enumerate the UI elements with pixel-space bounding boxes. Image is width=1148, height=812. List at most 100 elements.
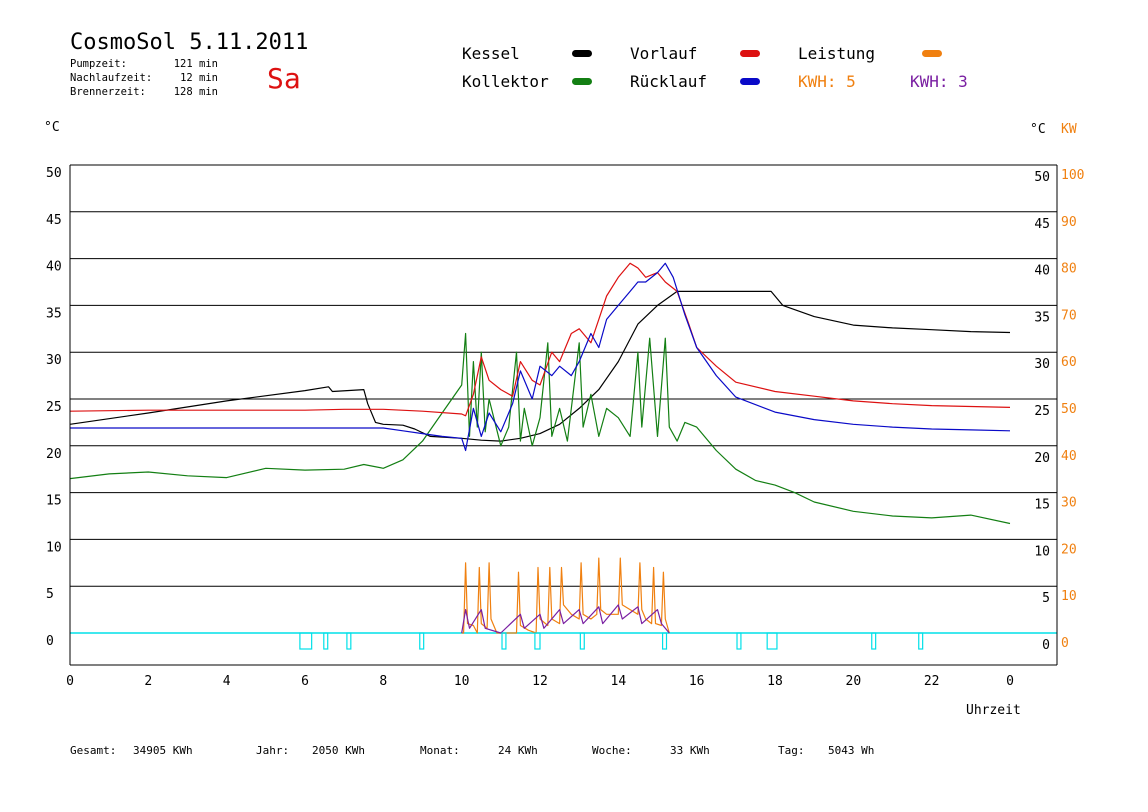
right-axis-unit-c: °C — [1030, 122, 1046, 137]
y2-tick-label: 80 — [1061, 262, 1077, 277]
legend-kwh-total: KWH: 5 — [798, 72, 856, 91]
x-tick-label: 4 — [223, 674, 231, 689]
y-tick-label: 35 — [46, 306, 62, 321]
pump-marker — [534, 632, 541, 650]
legend-kessel-swatch — [572, 50, 592, 57]
footer-monat-value: 24 KWh — [498, 744, 538, 757]
y-tick-label: 10 — [46, 540, 62, 555]
y2-tick-label: 100 — [1061, 168, 1084, 183]
footer-gesamt-value: 34905 KWh — [133, 744, 193, 757]
legend-kessel: Kessel — [462, 44, 520, 63]
series-line-r-cklauf — [70, 262, 1011, 452]
y-right-tick-label: 25 — [1034, 404, 1050, 419]
y-axis-left: 0 5 10 15 20 25 30 35 40 45 50 — [46, 166, 62, 649]
series-line-leistung — [461, 557, 670, 634]
legend-kollektor: Kollektor — [462, 72, 549, 91]
footer-tag-label: Tag: — [778, 744, 805, 757]
series-line-kollektor — [69, 332, 1011, 525]
pump-marker — [323, 632, 329, 650]
brennerzeit-label: Brennerzeit: — [70, 86, 146, 98]
grid-lines — [70, 164, 1057, 634]
footer-tag-value: 5043 Wh — [828, 744, 875, 757]
y-tick-label: 5 — [46, 587, 54, 602]
pump-marker — [299, 632, 313, 650]
legend-leistung-swatch — [922, 50, 942, 57]
y-right-tick-label: 15 — [1034, 498, 1050, 513]
x-tick-label: 20 — [846, 674, 862, 689]
footer-jahr-label: Jahr: — [256, 744, 290, 757]
x-tick-label: 6 — [301, 674, 309, 689]
y-tick-label: 25 — [46, 400, 62, 415]
footer-jahr-value: 2050 KWh — [312, 744, 365, 757]
y-tick-label: 30 — [46, 353, 62, 368]
y2-tick-label: 0 — [1061, 636, 1069, 651]
y-right-tick-label: 20 — [1034, 451, 1050, 466]
x-tick-label: 22 — [924, 674, 940, 689]
right-axis-unit-kw: KW — [1061, 122, 1077, 137]
y-right-tick-label: 35 — [1034, 310, 1050, 325]
y-right-tick-label: 10 — [1034, 544, 1050, 559]
footer-gesamt-label: Gesamt: — [70, 744, 117, 757]
x-tick-label: 10 — [454, 674, 470, 689]
chart-title: CosmoSol 5.11.2011 — [70, 30, 309, 55]
pump-marker — [736, 632, 742, 650]
y-right-tick-label: 5 — [1042, 591, 1050, 606]
x-tick-label: 0 — [1006, 674, 1014, 689]
pump-marker — [871, 632, 877, 650]
y2-tick-label: 70 — [1061, 308, 1077, 323]
pump-markers — [299, 632, 924, 650]
y-right-tick-label: 45 — [1034, 217, 1050, 232]
legend-vorlauf-swatch — [740, 50, 760, 57]
y-axis-right-celsius: 0 5 10 15 20 25 30 35 40 45 50 — [1034, 170, 1050, 653]
pumpzeit-label: Pumpzeit: — [70, 58, 127, 70]
x-tick-label: 18 — [767, 674, 783, 689]
legend-ruecklauf: Rücklauf — [630, 72, 708, 91]
legend-ruecklauf-swatch — [740, 78, 760, 85]
legend-vorlauf: Vorlauf — [630, 44, 698, 63]
y-tick-label: 40 — [46, 260, 62, 275]
x-axis-title: Uhrzeit — [966, 703, 1021, 718]
y-tick-label: 45 — [46, 213, 62, 228]
pump-marker — [918, 632, 924, 650]
series-group — [69, 262, 1011, 634]
pump-marker — [579, 632, 585, 650]
y-tick-label: 20 — [46, 447, 62, 462]
pumpzeit-value: 121 min — [173, 58, 218, 70]
weekday-label: Sa — [267, 62, 301, 95]
left-axis-unit: °C — [44, 120, 60, 135]
y2-tick-label: 10 — [1061, 589, 1077, 604]
footer-woche-value: 33 KWh — [670, 744, 710, 757]
y-axis-right-kw: 0 10 20 30 40 50 60 70 80 90 100 — [1061, 168, 1084, 651]
legend-leistung: Leistung — [798, 44, 876, 63]
x-axis: 0 2 4 6 8 10 12 14 16 18 20 22 0 — [66, 674, 1014, 689]
y-tick-label: 0 — [46, 634, 54, 649]
y-right-tick-label: 0 — [1042, 638, 1050, 653]
series-line-vorlauf — [69, 262, 1011, 417]
y2-tick-label: 30 — [1061, 496, 1077, 511]
brennerzeit-value: 128 min — [173, 86, 218, 98]
pump-marker — [419, 632, 425, 650]
y2-tick-label: 50 — [1061, 402, 1077, 417]
y-tick-label: 50 — [46, 166, 62, 181]
x-tick-label: 12 — [532, 674, 548, 689]
y2-tick-label: 20 — [1061, 542, 1077, 557]
pump-marker — [661, 632, 668, 650]
y2-tick-label: 40 — [1061, 449, 1077, 464]
series-line-kessel — [69, 290, 1011, 442]
nachlaufzeit-label: Nachlaufzeit: — [70, 72, 153, 84]
x-tick-label: 16 — [689, 674, 705, 689]
pump-marker — [766, 632, 778, 650]
footer-monat-label: Monat: — [420, 744, 460, 757]
y-right-tick-label: 30 — [1034, 357, 1050, 372]
pump-marker — [346, 632, 352, 650]
footer-woche-label: Woche: — [592, 744, 632, 757]
pump-marker — [501, 632, 507, 650]
y-right-tick-label: 50 — [1034, 170, 1050, 185]
x-tick-label: 8 — [379, 674, 387, 689]
x-tick-label: 0 — [66, 674, 74, 689]
y2-tick-label: 60 — [1061, 355, 1077, 370]
series-line-kwh-3 — [461, 604, 670, 634]
y2-tick-label: 90 — [1061, 215, 1077, 230]
nachlaufzeit-value: 12 min — [180, 72, 218, 84]
